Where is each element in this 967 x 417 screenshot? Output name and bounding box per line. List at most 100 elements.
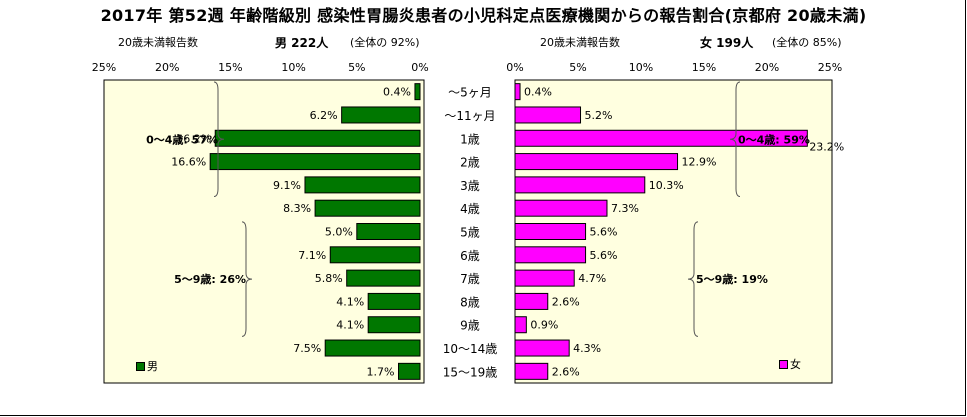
category-label-12: 15～19歳: [443, 365, 498, 379]
male-bar-5: [314, 199, 421, 217]
male-bar-4: [304, 176, 421, 194]
female-legend: 女: [779, 356, 801, 372]
male-value-label-1: 6.2%: [310, 109, 338, 122]
chart-title: 2017年 第52週 年齢階級別 感染性胃腸炎患者の小児科定点医療機関からの報告…: [100, 6, 867, 25]
female-axis-tick-5: 5%: [569, 61, 586, 74]
female-value-label-0: 0.4%: [524, 86, 552, 99]
female-bar-3: [514, 153, 679, 171]
male-bar-2: [214, 129, 421, 147]
female-bar-4: [514, 176, 646, 194]
category-label-1: ～11ヶ月: [444, 109, 495, 123]
female-value-label-3: 12.9%: [682, 156, 717, 169]
category-label-7: 6歳: [460, 249, 480, 263]
female-annotation-0-4: 0～4歳: 59%: [738, 132, 810, 146]
category-label-8: 7歳: [460, 272, 480, 286]
category-label-2: 1歳: [460, 132, 480, 146]
female-header-label: 女 199人: [700, 34, 753, 51]
category-label-11: 10～14歳: [443, 342, 498, 356]
female-value-label-11: 4.3%: [573, 342, 601, 355]
female-value-label-1: 5.2%: [585, 109, 613, 122]
male-annotation-0-4: 0～4歳: 57%: [146, 132, 218, 146]
female-axis-tick-0: 0%: [506, 61, 523, 74]
female-value-label-7: 5.6%: [590, 249, 618, 262]
female-bar-12: [514, 362, 549, 380]
male-brace-5-9: [241, 221, 253, 337]
female-brace-5-9: [687, 221, 699, 337]
female-axis-tick-10: 10%: [629, 61, 653, 74]
female-annotation-5-9: 5～9歳: 19%: [696, 272, 768, 286]
female-brace-0-4: [729, 81, 741, 198]
male-brace-0-4: [213, 81, 225, 198]
female-value-label-8: 4.7%: [578, 272, 606, 285]
female-bar-1: [514, 106, 582, 124]
female-header-prefix: 20歳未満報告数: [540, 36, 620, 49]
male-bar-12: [398, 362, 421, 380]
male-bar-3: [209, 153, 421, 171]
female-bar-2: [514, 129, 808, 147]
male-value-label-3: 16.6%: [171, 156, 206, 169]
male-value-label-11: 7.5%: [293, 342, 321, 355]
female-header-count: 女 199人: [700, 36, 754, 50]
male-value-label-7: 7.1%: [298, 249, 326, 262]
female-bar-7: [514, 246, 587, 264]
male-value-label-12: 1.7%: [367, 365, 395, 378]
male-bar-11: [324, 339, 421, 357]
category-label-5: 4歳: [460, 202, 480, 216]
female-value-label-6: 5.6%: [590, 226, 618, 239]
male-bar-7: [329, 246, 421, 264]
category-label-0: ～5ヶ月: [448, 86, 492, 100]
male-axis-tick-10: 10%: [281, 61, 305, 74]
male-value-label-10: 4.1%: [336, 319, 364, 332]
female-axis-tick-15: 15%: [692, 61, 716, 74]
male-annotation-5-9: 5～9歳: 26%: [174, 272, 246, 286]
female-bar-8: [514, 269, 575, 287]
male-header-prefix: 20歳未満報告数: [118, 36, 198, 49]
male-value-label-8: 5.8%: [315, 272, 343, 285]
male-header-share: (全体の 92%): [350, 36, 420, 49]
male-bar-9: [367, 292, 421, 310]
male-bar-10: [367, 316, 421, 334]
female-axis-tick-25: 25%: [818, 61, 842, 74]
female-value-label-10: 0.9%: [530, 319, 558, 332]
female-value-label-2: 23.2%: [809, 140, 844, 153]
male-axis-tick-25: 25%: [92, 61, 116, 74]
male-axis-tick-0: 0%: [411, 61, 428, 74]
male-axis-tick-15: 15%: [218, 61, 242, 74]
female-bar-6: [514, 223, 587, 240]
female-legend-label: 女: [790, 358, 801, 371]
female-value-label-4: 10.3%: [649, 179, 684, 192]
male-legend-label: 男: [147, 360, 158, 373]
male-axis-tick-20: 20%: [155, 61, 179, 74]
male-value-label-9: 4.1%: [336, 295, 364, 308]
female-bar-9: [514, 292, 549, 310]
category-label-9: 8歳: [460, 295, 480, 309]
male-value-label-5: 8.3%: [283, 202, 311, 215]
male-value-label-4: 9.1%: [273, 179, 301, 192]
category-label-6: 5歳: [460, 226, 480, 240]
female-bar-0: [514, 83, 521, 101]
male-header-count: 男 222人: [275, 36, 329, 50]
female-header-share: (全体の 85%): [772, 36, 842, 49]
male-value-label-2: 16.2%: [176, 132, 211, 145]
female-bar-10: [514, 316, 527, 334]
female-legend-swatch: [779, 359, 788, 369]
male-value-label-0: 0.4%: [383, 86, 411, 99]
category-label-3: 2歳: [460, 156, 480, 170]
female-value-label-12: 2.6%: [552, 365, 580, 378]
female-bar-11: [514, 339, 570, 357]
male-legend-swatch: [136, 361, 145, 371]
male-bar-0: [414, 83, 421, 101]
female-value-label-5: 7.3%: [611, 202, 639, 215]
female-value-label-9: 2.6%: [552, 295, 580, 308]
male-value-label-6: 5.0%: [325, 226, 353, 239]
male-bar-6: [356, 223, 421, 240]
male-bar-8: [346, 269, 421, 287]
male-bar-1: [341, 106, 421, 124]
category-label-4: 3歳: [460, 179, 480, 193]
male-header-label: 男 222人: [275, 34, 328, 51]
category-label-10: 9歳: [460, 319, 480, 333]
male-legend: 男: [136, 358, 158, 374]
male-axis-tick-5: 5%: [348, 61, 365, 74]
